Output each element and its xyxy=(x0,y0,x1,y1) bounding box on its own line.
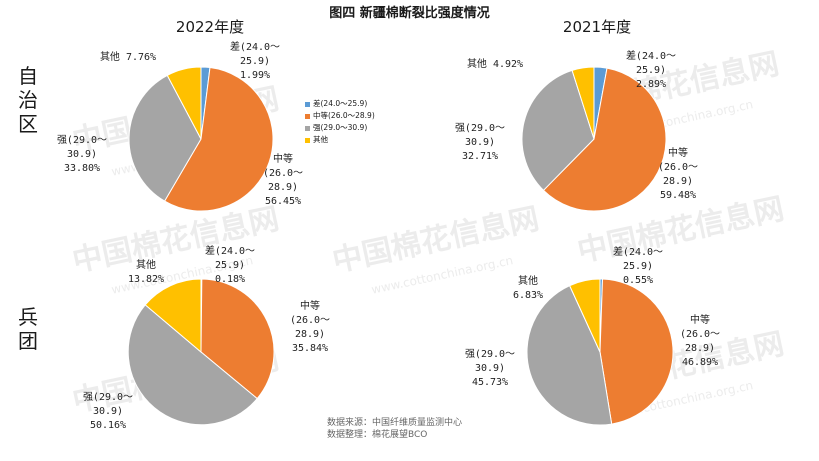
pie-slice-medium xyxy=(599,278,674,425)
pie-slice-strong xyxy=(128,74,202,202)
pie-label-line-medium: (26.0～ xyxy=(263,168,303,179)
pie-label-line-poor: 差(24.0～ xyxy=(613,245,663,258)
pie-slice-other xyxy=(144,278,202,354)
pie-label-line-strong: 30.9) xyxy=(93,406,123,417)
row-title-xinjiang: 自治区 xyxy=(18,64,38,136)
pie-label-line-poor: 2.89% xyxy=(636,79,666,90)
pie-label-poor: 差(24.0～ 25.9) 0.18% xyxy=(205,244,255,285)
pie-label-other: 其他 4.92% xyxy=(467,57,523,70)
legend-item-poor: 差(24.0～25.9) xyxy=(305,98,375,110)
pie-label-strong: 强(29.0～ 30.9) 50.16% xyxy=(83,391,133,431)
pie-label-line-strong: 强(29.0～ xyxy=(455,122,505,134)
data-source-note: 数据来源：中国纤维质量监测中心 数据整理：棉花展望BCO xyxy=(327,417,462,441)
pie-label-other: 其他 6.83% xyxy=(513,274,543,301)
legend-item-medium: 中等(26.0～28.9) xyxy=(305,110,375,122)
source-line-2: 数据整理：棉花展望BCO xyxy=(327,430,428,440)
pie-label-line-poor: 25.9) xyxy=(215,260,245,271)
pie-label-line-strong: 30.9) xyxy=(475,363,505,374)
pie-slice-medium xyxy=(200,278,275,400)
pie-label-line-other: 其他 xyxy=(518,274,538,287)
pie-slice-medium xyxy=(163,67,274,212)
pie-label-line-medium: 28.9) xyxy=(268,182,298,193)
column-title-2022: 2022年度 xyxy=(175,18,245,36)
pie-label-line-poor: 25.9) xyxy=(240,56,270,67)
legend-label-other: 其他 xyxy=(313,135,328,144)
pie-label-poor: 差(24.0～ 25.9) 2.89% xyxy=(626,49,676,90)
pie-label-line-strong: 强(29.0～ xyxy=(83,391,133,403)
pie-label-line-medium: (26.0～ xyxy=(290,315,330,326)
pie-label-line-strong: 33.80% xyxy=(64,163,100,174)
pie-slice-medium xyxy=(542,67,667,212)
pie-label-line-strong: 30.9) xyxy=(67,149,97,160)
pie-label-line-strong: 强(29.0～ xyxy=(465,348,515,360)
legend-label-medium: 中等(26.0～28.9) xyxy=(313,111,375,120)
pie-label-line-poor: 25.9) xyxy=(636,65,666,76)
column-title-2021: 2021年度 xyxy=(562,18,632,36)
pie-label-line-poor: 1.99% xyxy=(240,70,270,81)
chart-title: 图四 新疆棉断裂比强度情况 xyxy=(329,6,490,21)
pie-slice-strong xyxy=(526,284,613,426)
pie-label-other: 其他 13.82% xyxy=(128,258,164,285)
pie-label-line-other: 其他 7.76% xyxy=(100,50,156,63)
legend-label-poor: 差(24.0～25.9) xyxy=(313,99,368,108)
pie-label-line-other: 6.83% xyxy=(513,290,543,301)
pie-slice-other xyxy=(571,66,595,140)
pie-label-line-other: 13.82% xyxy=(128,274,164,285)
pie-label-line-poor: 差(24.0～ xyxy=(230,40,280,53)
pie-label-line-medium: 59.48% xyxy=(660,190,696,201)
pie-label-line-strong: 强(29.0～ xyxy=(57,134,107,146)
pie-label-line-medium: 35.84% xyxy=(292,343,328,354)
pie-label-line-strong: 45.73% xyxy=(472,377,508,388)
pie-label-line-poor: 0.55% xyxy=(623,275,653,286)
pie-label-medium: 中等 (26.0～ 28.9) 35.84% xyxy=(290,299,330,354)
pie-label-line-poor: 25.9) xyxy=(623,261,653,272)
pie-label-line-poor: 差(24.0～ xyxy=(205,244,255,257)
pie-slice-other xyxy=(568,278,601,353)
pie-slice-other xyxy=(166,66,202,140)
pie-label-line-medium: 中等 xyxy=(668,146,688,159)
legend-swatch-medium xyxy=(305,113,310,119)
source-line-1: 数据来源：中国纤维质量监测中心 xyxy=(327,418,463,428)
pie-label-line-poor: 差(24.0～ xyxy=(626,49,676,62)
legend: 差(24.0～25.9) 中等(26.0～28.9) 强(29.0～30.9) … xyxy=(305,98,375,146)
pie-label-line-medium: 中等 xyxy=(690,313,710,326)
pie-label-poor: 差(24.0～ 25.9) 0.55% xyxy=(613,245,663,286)
pie-label-medium: 中等 (26.0～ 28.9) 56.45% xyxy=(263,152,303,207)
pie-label-line-other: 其他 xyxy=(136,258,156,271)
pie-label-line-strong: 30.9) xyxy=(465,137,495,148)
pie-label-line-poor: 0.18% xyxy=(215,274,245,285)
pie-label-line-medium: (26.0～ xyxy=(680,329,720,340)
pie-slice-strong xyxy=(521,69,595,192)
pie-label-line-medium: 中等 xyxy=(273,152,293,165)
pie-label-line-strong: 32.71% xyxy=(462,151,498,162)
legend-item-other: 其他 xyxy=(305,134,375,146)
pie-label-line-other: 其他 4.92% xyxy=(467,57,523,70)
pie-label-strong: 强(29.0～ 30.9) 32.71% xyxy=(455,122,505,162)
pie-label-line-medium: 28.9) xyxy=(663,176,693,187)
pie-label-poor: 差(24.0～ 25.9) 1.99% xyxy=(230,40,280,81)
legend-swatch-strong xyxy=(305,125,310,131)
pie-label-strong: 强(29.0～ 30.9) 33.80% xyxy=(57,134,107,174)
pie-slice-strong xyxy=(127,304,258,426)
pie-label-medium: 中等 (26.0～ 28.9) 59.48% xyxy=(658,146,698,201)
pie-label-other: 其他 7.76% xyxy=(100,50,156,63)
pie-label-line-medium: 46.89% xyxy=(682,357,718,368)
pie-label-strong: 强(29.0～ 30.9) 45.73% xyxy=(465,348,515,388)
row-title-bingtuan: 兵团 xyxy=(18,305,38,353)
pie-label-line-medium: (26.0～ xyxy=(658,162,698,173)
pie-label-line-medium: 中等 xyxy=(300,299,320,312)
pie-label-medium: 中等 (26.0～ 28.9) 46.89% xyxy=(680,313,720,368)
legend-label-strong: 强(29.0～30.9) xyxy=(313,123,368,132)
pie-label-line-medium: 28.9) xyxy=(685,343,715,354)
pie-label-line-medium: 56.45% xyxy=(265,196,301,207)
legend-item-strong: 强(29.0～30.9) xyxy=(305,122,375,134)
legend-swatch-other xyxy=(305,137,310,143)
legend-swatch-poor xyxy=(305,101,310,107)
pie-label-line-strong: 50.16% xyxy=(90,420,126,431)
pie-label-line-medium: 28.9) xyxy=(295,329,325,340)
